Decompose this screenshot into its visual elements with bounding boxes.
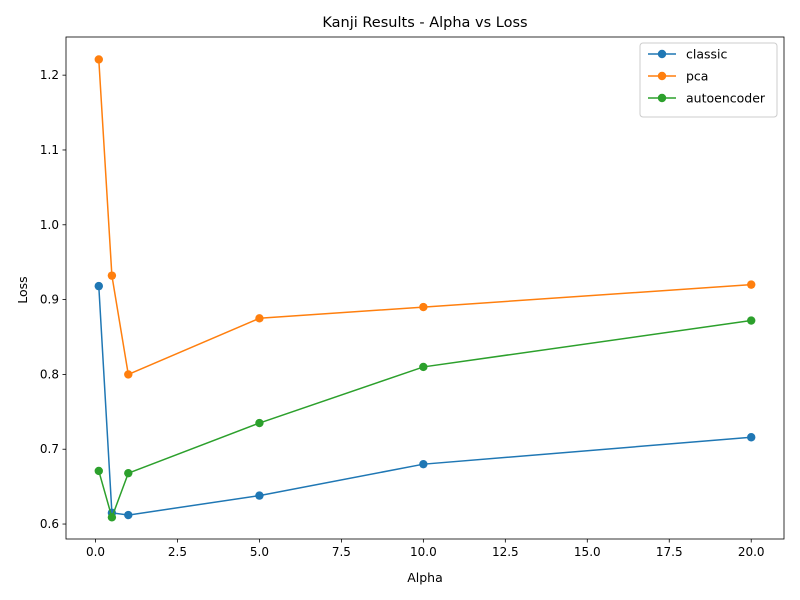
- x-tick-label: 20.0: [738, 545, 765, 559]
- data-point-autoencoder: [255, 418, 264, 428]
- data-point-pca: [255, 314, 264, 323]
- x-tick-label: 15.0: [574, 545, 601, 559]
- data-point-autoencoder: [124, 468, 133, 478]
- series-line-autoencoder: [98, 319, 752, 520]
- x-tick-label: 12.5: [492, 545, 519, 559]
- legend: classic pca autoencoder: [639, 42, 778, 118]
- series-line-classic: [98, 286, 752, 516]
- y-tick-label: 0.7: [40, 442, 59, 456]
- data-point-pca: [419, 302, 428, 312]
- x-tick-label: 0.0: [86, 545, 105, 559]
- axes-frame: [65, 36, 785, 540]
- data-point-pca: [124, 370, 133, 379]
- data-point-autoencoder: [94, 466, 103, 476]
- y-axis-label: Loss: [15, 276, 30, 303]
- data-point-classic: [419, 459, 428, 469]
- data-point-classic: [255, 491, 264, 500]
- data-point-classic: [94, 281, 103, 291]
- y-tick-label: 1.0: [40, 218, 59, 232]
- x-tick-label: 17.5: [656, 545, 683, 559]
- legend-label-pca: pca: [686, 69, 708, 84]
- legend-swatch-marker: [657, 49, 667, 59]
- x-tick-label: 2.5: [168, 545, 187, 559]
- legend-swatch-marker: [657, 93, 667, 103]
- legend-label-classic: classic: [686, 47, 728, 62]
- y-tick-label: 0.6: [40, 517, 59, 531]
- plot-area: 0.0 2.5 5.0 7.5 10.0 12.5 15.0 17.5 20.0 0.6 0.7 0.…: [40, 36, 785, 559]
- data-point-pca: [747, 280, 756, 289]
- legend-label-autoencoder: autoencoder: [686, 91, 766, 106]
- data-point-pca: [94, 55, 103, 64]
- y-tick-label: 1.1: [40, 143, 59, 157]
- data-point-autoencoder: [747, 316, 756, 325]
- x-tick-label: 7.5: [332, 545, 351, 559]
- data-point-classic: [747, 433, 756, 442]
- y-tick-label: 0.8: [40, 367, 59, 381]
- y-tick-label: 1.2: [40, 68, 59, 82]
- legend-swatch-marker: [657, 71, 667, 81]
- x-tick-label: 10.0: [410, 545, 437, 559]
- data-point-autoencoder: [419, 362, 428, 372]
- data-point-autoencoder: [107, 513, 117, 522]
- y-tick-label: 0.9: [40, 293, 59, 307]
- x-tick-label: 5.0: [250, 545, 269, 559]
- data-point-pca: [107, 271, 117, 280]
- chart-title: Kanji Results - Alpha vs Loss: [322, 15, 527, 31]
- x-axis-label: Alpha: [407, 570, 443, 585]
- data-point-classic: [124, 510, 133, 520]
- series-line-pca: [98, 59, 752, 376]
